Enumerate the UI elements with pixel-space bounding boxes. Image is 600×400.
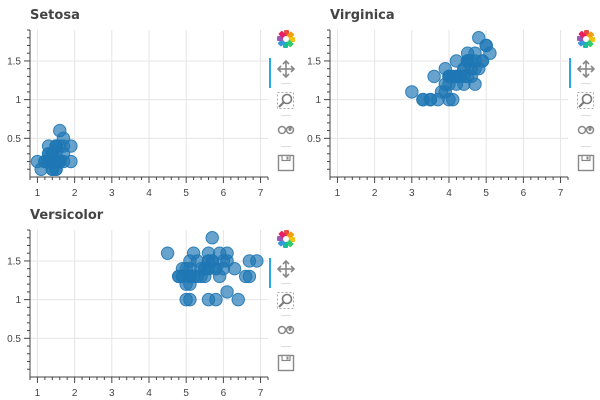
data-point bbox=[183, 269, 197, 284]
toolbar-divider bbox=[281, 315, 291, 316]
y-tick-label: 0.5 bbox=[7, 134, 21, 145]
toolbar-divider bbox=[581, 83, 591, 84]
x-tick-label: 1 bbox=[335, 188, 341, 199]
chart-title: Versicolor bbox=[30, 208, 104, 223]
toolbar-divider bbox=[281, 115, 291, 116]
save-icon[interactable] bbox=[575, 152, 597, 174]
x-tick-label: 4 bbox=[146, 188, 152, 199]
y-tick-label: 0.5 bbox=[307, 134, 321, 145]
wheel-zoom-icon[interactable] bbox=[275, 321, 297, 343]
data-point bbox=[250, 254, 264, 268]
plot-canvas[interactable]: 1 2 3 4 5 6 7 0.5 1 1.5 bbox=[0, 200, 300, 400]
plot-canvas[interactable]: 1 2 3 4 5 6 7 0.5 1 1.5 bbox=[0, 0, 300, 200]
data-point bbox=[216, 261, 231, 276]
data-point bbox=[446, 69, 460, 84]
y-tick-label: 1.5 bbox=[307, 56, 321, 67]
y-tick-label: 1.5 bbox=[7, 56, 21, 67]
x-tick-label: 4 bbox=[146, 388, 152, 399]
x-tick-label: 2 bbox=[72, 388, 78, 399]
toolbar-divider bbox=[281, 283, 291, 284]
active-tool-indicator bbox=[269, 258, 271, 288]
data-point bbox=[231, 292, 245, 307]
bokeh-logo-icon[interactable] bbox=[575, 28, 597, 50]
data-point bbox=[45, 154, 60, 169]
y-tick-label: 1 bbox=[315, 95, 321, 106]
toolbar bbox=[269, 228, 301, 378]
data-point bbox=[242, 269, 257, 284]
data-point bbox=[64, 139, 78, 153]
toolbar-divider bbox=[281, 146, 291, 147]
chart-panel-versicolor: Versicolor 1 2 3 4 5 6 7 0.5 1 1.5 bbox=[0, 200, 300, 400]
data-point bbox=[183, 292, 197, 307]
data-point bbox=[194, 269, 208, 284]
pan-move-icon[interactable] bbox=[569, 58, 597, 88]
data-point bbox=[464, 61, 479, 76]
box-zoom-icon[interactable] bbox=[275, 90, 297, 112]
chart-panel-virginica: Virginica 1 2 3 4 5 6 7 0.5 1 1.5 bbox=[300, 0, 600, 200]
x-tick-label: 7 bbox=[558, 188, 564, 199]
chart-title: Virginica bbox=[330, 8, 395, 23]
data-point bbox=[201, 292, 216, 307]
toolbar-divider bbox=[281, 83, 291, 84]
x-tick-label: 4 bbox=[446, 188, 452, 199]
data-point bbox=[483, 46, 497, 60]
data-point bbox=[416, 92, 430, 107]
x-tick-label: 7 bbox=[258, 188, 264, 199]
x-tick-label: 5 bbox=[483, 188, 489, 199]
data-point bbox=[220, 285, 234, 299]
x-tick-label: 6 bbox=[521, 188, 527, 199]
x-tick-label: 6 bbox=[221, 388, 227, 399]
toolbar-divider bbox=[581, 146, 591, 147]
y-tick-label: 1 bbox=[15, 95, 21, 106]
x-tick-label: 1 bbox=[35, 388, 41, 399]
x-tick-label: 3 bbox=[409, 188, 415, 199]
data-point bbox=[205, 231, 219, 245]
data-point bbox=[64, 154, 78, 169]
x-tick-label: 6 bbox=[221, 188, 227, 199]
bokeh-logo-icon[interactable] bbox=[275, 228, 297, 250]
plot-canvas[interactable]: 1 2 3 4 5 6 7 0.5 1 1.5 bbox=[300, 0, 600, 200]
data-point bbox=[427, 69, 441, 84]
toolbar-divider bbox=[581, 115, 591, 116]
wheel-zoom-icon[interactable] bbox=[575, 121, 597, 143]
box-zoom-icon[interactable] bbox=[275, 290, 297, 312]
y-tick-label: 1.5 bbox=[7, 256, 21, 267]
data-point bbox=[186, 246, 201, 260]
x-tick-label: 3 bbox=[109, 388, 115, 399]
pan-move-icon[interactable] bbox=[269, 258, 297, 288]
x-tick-label: 7 bbox=[258, 388, 264, 399]
y-tick-label: 0.5 bbox=[7, 334, 21, 345]
data-point bbox=[431, 92, 445, 107]
toolbar bbox=[569, 28, 600, 178]
toolbar-divider bbox=[281, 346, 291, 347]
x-tick-label: 3 bbox=[109, 188, 115, 199]
chart-title: Setosa bbox=[30, 8, 80, 23]
pan-move-icon[interactable] bbox=[269, 58, 297, 88]
wheel-zoom-icon[interactable] bbox=[275, 121, 297, 143]
data-point bbox=[468, 77, 482, 91]
x-tick-label: 2 bbox=[372, 188, 378, 199]
x-tick-label: 5 bbox=[183, 388, 189, 399]
box-zoom-icon[interactable] bbox=[575, 90, 597, 112]
data-point bbox=[53, 123, 67, 138]
toolbar bbox=[269, 28, 301, 178]
x-tick-label: 5 bbox=[183, 188, 189, 199]
active-tool-indicator bbox=[269, 58, 271, 88]
save-icon[interactable] bbox=[275, 152, 297, 174]
data-point bbox=[405, 85, 419, 99]
active-tool-indicator bbox=[569, 58, 571, 88]
data-point bbox=[160, 246, 175, 260]
bokeh-logo-icon[interactable] bbox=[275, 28, 297, 50]
x-tick-label: 2 bbox=[72, 188, 78, 199]
data-point bbox=[212, 246, 227, 260]
data-point bbox=[201, 246, 216, 260]
save-icon[interactable] bbox=[275, 352, 297, 374]
x-tick-label: 1 bbox=[35, 188, 41, 199]
y-tick-label: 1 bbox=[15, 295, 21, 306]
chart-panel-setosa: Setosa 1 2 3 4 5 6 7 0.5 1 1.5 bbox=[0, 0, 300, 200]
